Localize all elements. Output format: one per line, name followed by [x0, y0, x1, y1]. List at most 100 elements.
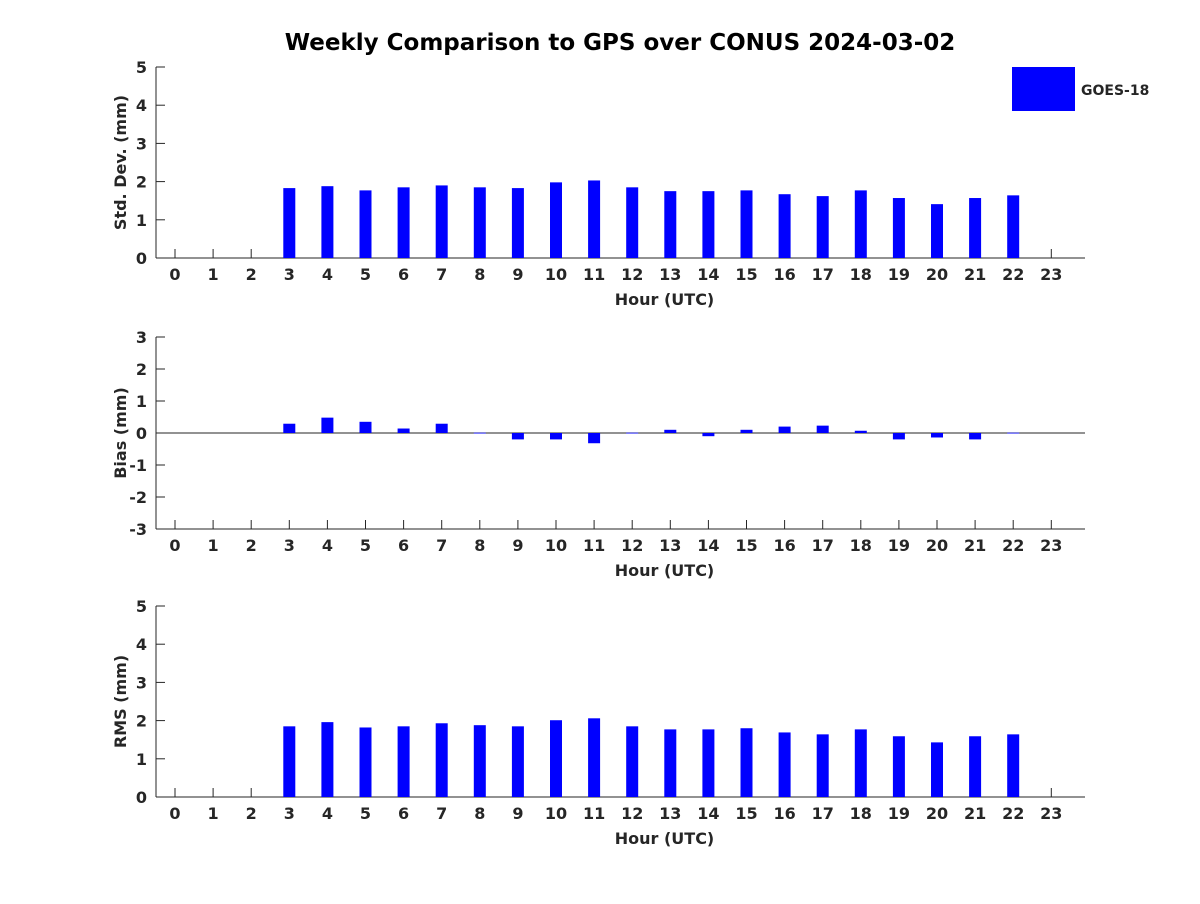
x-tick-label: 20 [926, 804, 948, 823]
x-tick-label: 16 [773, 804, 795, 823]
bar-hour-5 [359, 727, 372, 797]
y-tick-label: 0 [136, 424, 147, 443]
x-tick-label: 15 [735, 536, 757, 555]
bar-hour-8 [473, 187, 486, 258]
x-tick-label: 7 [436, 265, 447, 284]
y-tick-label: 1 [136, 211, 147, 230]
bar-hour-10 [550, 720, 562, 797]
bar-hour-7 [435, 185, 448, 258]
y-tick-label: 5 [136, 58, 147, 77]
y-tick-label: 2 [136, 712, 147, 731]
bar-hour-18 [854, 729, 867, 797]
x-tick-label: 23 [1040, 804, 1062, 823]
x-tick-label: 7 [436, 804, 447, 823]
x-tick-label: 2 [246, 804, 257, 823]
x-tick-label: 14 [697, 536, 719, 555]
x-tick-label: 8 [474, 265, 485, 284]
x-tick-label: 22 [1002, 804, 1024, 823]
x-tick-label: 0 [169, 804, 180, 823]
y-tick-label: 5 [136, 597, 147, 616]
bar-hour-11 [588, 433, 601, 444]
x-tick-label: 13 [659, 804, 681, 823]
bar-hour-20 [931, 433, 943, 438]
bar-hour-22 [1007, 195, 1020, 258]
x-tick-label: 3 [284, 804, 295, 823]
x-tick-label: 3 [284, 536, 295, 555]
x-tick-label: 7 [436, 536, 447, 555]
legend-swatch [1012, 67, 1075, 111]
x-tick-label: 9 [512, 804, 523, 823]
bar-hour-21 [969, 736, 982, 797]
bar-hour-11 [588, 718, 601, 797]
x-tick-label: 21 [964, 804, 986, 823]
bar-hour-8 [473, 432, 486, 434]
bar-hour-6 [397, 726, 410, 797]
x-tick-label: 8 [474, 804, 485, 823]
bar-hour-17 [816, 734, 829, 797]
bar-hour-13 [664, 429, 677, 433]
y-tick-label: -2 [129, 488, 147, 507]
bar-hour-12 [626, 187, 639, 258]
x-tick-label: 18 [850, 536, 872, 555]
bar-hour-4 [321, 722, 334, 797]
x-tick-label: 20 [926, 265, 948, 284]
x-tick-label: 2 [246, 536, 257, 555]
x-tick-label: 4 [322, 804, 333, 823]
x-tick-label: 11 [583, 804, 605, 823]
bar-hour-5 [359, 190, 372, 258]
x-tick-label: 14 [697, 804, 719, 823]
x-tick-label: 20 [926, 536, 948, 555]
bar-hour-14 [702, 729, 715, 797]
bar-hour-22 [1007, 734, 1020, 797]
x-tick-label: 6 [398, 804, 409, 823]
x-tick-label: 12 [621, 804, 643, 823]
bar-hour-6 [397, 187, 410, 258]
x-tick-label: 1 [208, 804, 219, 823]
y-axis-label: Bias (mm) [111, 387, 130, 479]
bar-hour-3 [283, 423, 296, 433]
y-tick-label: 3 [136, 134, 147, 153]
bar-hour-3 [283, 726, 296, 797]
bar-hour-15 [740, 190, 753, 258]
x-tick-label: 22 [1002, 536, 1024, 555]
y-axis-label: Std. Dev. (mm) [111, 95, 130, 230]
x-tick-label: 21 [964, 536, 986, 555]
x-tick-label: 13 [659, 265, 681, 284]
x-tick-label: 21 [964, 265, 986, 284]
x-tick-label: 2 [246, 265, 257, 284]
bar-hour-21 [969, 433, 982, 440]
bar-hour-13 [664, 191, 677, 258]
bar-hour-14 [702, 191, 715, 258]
bar-hour-7 [435, 423, 448, 433]
x-axis-label: Hour (UTC) [615, 290, 715, 309]
x-tick-label: 16 [773, 536, 795, 555]
x-tick-label: 15 [735, 265, 757, 284]
x-tick-label: 17 [812, 265, 834, 284]
bar-hour-9 [511, 433, 524, 440]
x-axis-label: Hour (UTC) [615, 829, 715, 848]
y-tick-label: 2 [136, 360, 147, 379]
x-tick-label: 13 [659, 536, 681, 555]
x-tick-label: 18 [850, 804, 872, 823]
bar-hour-14 [702, 433, 715, 437]
x-tick-label: 12 [621, 536, 643, 555]
x-tick-label: 9 [512, 265, 523, 284]
x-tick-label: 22 [1002, 265, 1024, 284]
x-tick-label: 6 [398, 265, 409, 284]
y-tick-label: 4 [136, 96, 147, 115]
x-tick-label: 10 [545, 536, 567, 555]
y-tick-label: 2 [136, 173, 147, 192]
x-tick-label: 11 [583, 265, 605, 284]
x-tick-label: 19 [888, 804, 910, 823]
bar-hour-18 [854, 190, 867, 258]
x-tick-label: 5 [360, 804, 371, 823]
x-tick-label: 16 [773, 265, 795, 284]
bar-hour-12 [626, 726, 639, 797]
y-tick-label: 1 [136, 392, 147, 411]
legend: GOES-18 [1012, 67, 1149, 111]
bar-hour-19 [892, 198, 905, 258]
bar-hour-17 [816, 425, 829, 433]
